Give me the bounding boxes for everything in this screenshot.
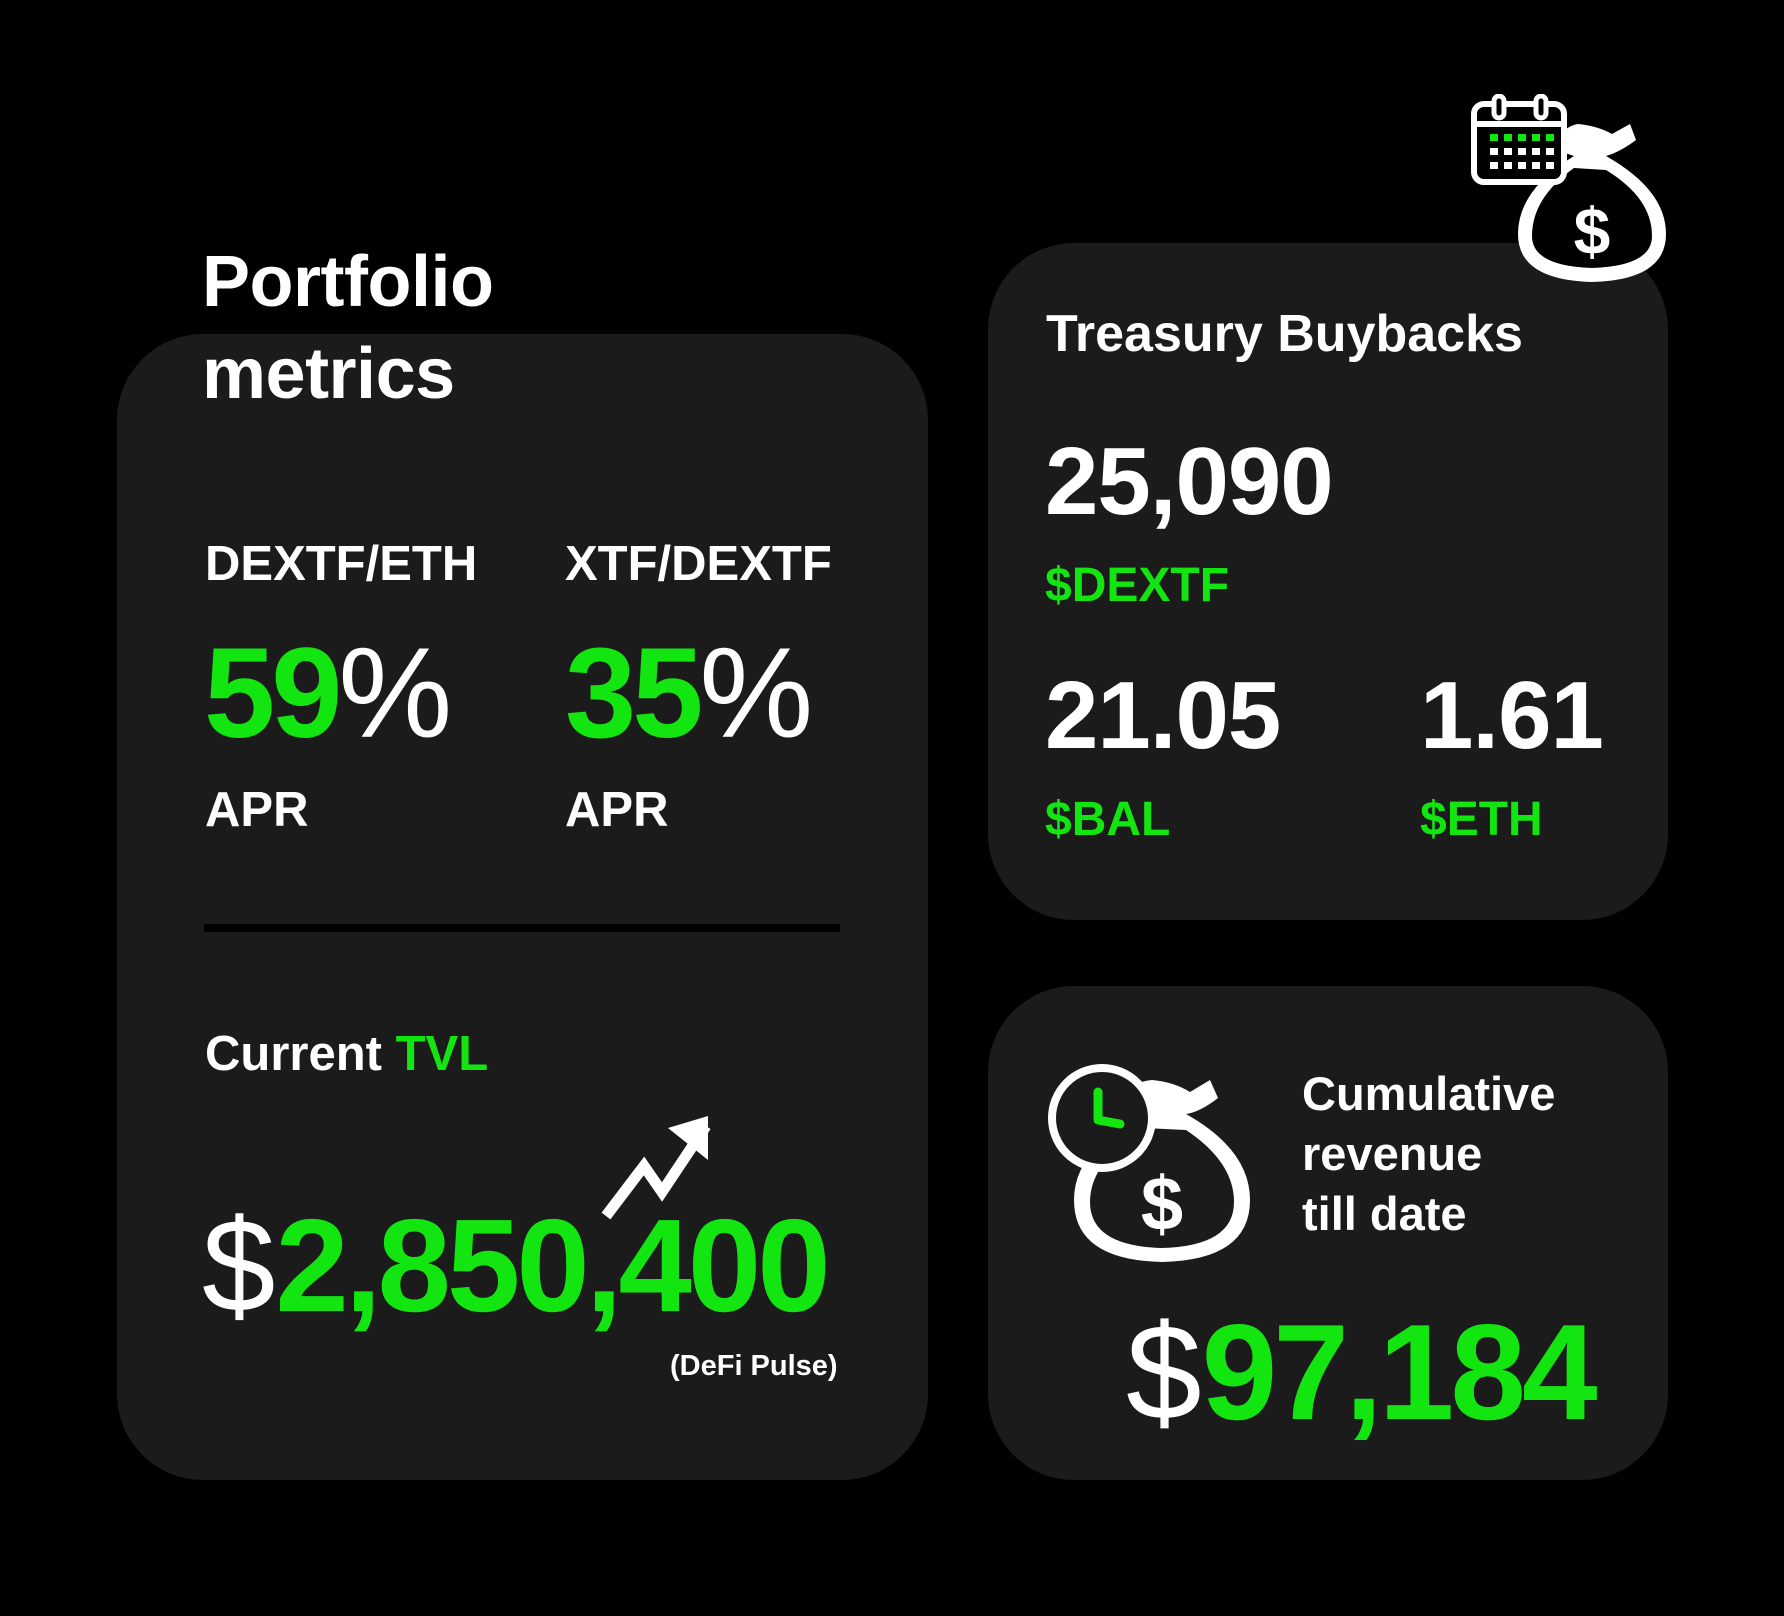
buyback-token-eth: $ETH [1420,793,1543,846]
currency-symbol: $ [202,1192,276,1339]
tvl-value: $2,850,400 [202,1200,831,1332]
revenue-amount: 97,184 [1201,1296,1598,1448]
pair-label-xtf-dextf: XTF/DEXTF [565,537,832,591]
buyback-value-eth: 1.61 [1420,662,1604,769]
apr-value-dextf-eth: 59% [204,630,452,758]
cumulative-revenue-label: Cumulative revenue till date [1302,1064,1555,1244]
tvl-source: (DeFi Pulse) [670,1350,838,1382]
svg-text:$: $ [1574,194,1611,268]
buyback-token-bal: $BAL [1045,793,1171,846]
apr-value-xtf-dextf: 35% [565,630,813,758]
apr-label-dextf-eth: APR [205,783,309,837]
label-line: Cumulative [1302,1067,1556,1120]
trend-up-arrow-icon [598,1112,712,1226]
portfolio-title: Portfolio metrics [202,236,494,420]
portfolio-title-line1: Portfolio [202,242,494,322]
calendar-money-bag-icon: $ [1470,94,1670,286]
treasury-buybacks-card [988,243,1668,920]
treasury-title: Treasury Buybacks [1046,305,1523,363]
apr-number: 35 [565,622,703,765]
buyback-value-bal: 21.05 [1045,662,1281,769]
buyback-value-dextf: 25,090 [1045,428,1334,535]
percent-sign: % [338,622,453,765]
portfolio-metrics-card [117,334,928,1480]
portfolio-title-line2: metrics [202,334,455,414]
apr-number: 59 [204,622,342,765]
currency-symbol: $ [1126,1296,1202,1448]
buyback-token-dextf: $DEXTF [1045,559,1230,612]
tvl-amount: 2,850,400 [275,1192,830,1339]
tvl-label-prefix: Current [205,1027,382,1081]
pair-label-dextf-eth: DEXTF/ETH [205,537,478,591]
tvl-label: Current TVL [205,1026,488,1082]
section-divider [204,924,840,932]
label-line: revenue [1302,1127,1483,1180]
label-line: till date [1302,1187,1467,1240]
percent-sign: % [699,622,814,765]
cumulative-revenue-value: $97,184 [1126,1304,1598,1440]
svg-text:$: $ [1141,1162,1183,1247]
apr-label-xtf-dextf: APR [565,783,669,837]
clock-money-bag-icon: $ [1046,1064,1252,1264]
tvl-label-highlight: TVL [395,1027,489,1081]
